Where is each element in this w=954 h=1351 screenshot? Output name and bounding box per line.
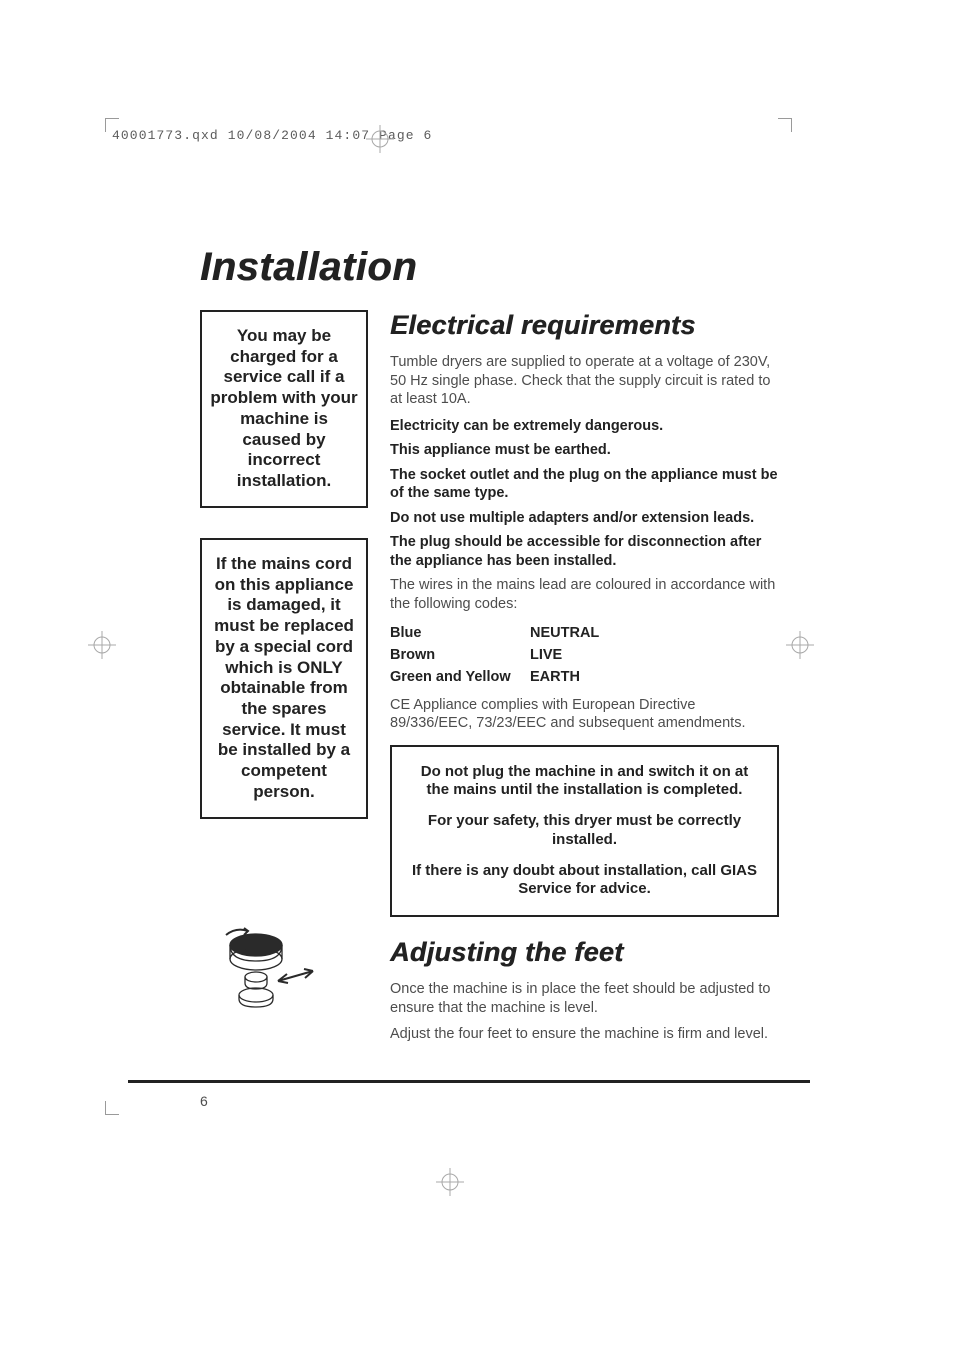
sidebar-box-mains-cord: If the mains cord on this appliance is d… xyxy=(200,538,368,819)
registration-mark-right xyxy=(786,631,814,659)
electrical-intro: Tumble dryers are supplied to operate at… xyxy=(390,353,779,409)
feet-paragraph: Adjust the four feet to ensure the machi… xyxy=(390,1025,779,1044)
page-number: 6 xyxy=(200,1093,208,1109)
table-row: Green and Yellow EARTH xyxy=(390,666,599,688)
table-row: Blue NEUTRAL xyxy=(390,622,599,644)
electrical-warning: Do not use multiple adapters and/or exte… xyxy=(390,509,779,528)
wire-color: Brown xyxy=(390,644,530,666)
table-row: Brown LIVE xyxy=(390,644,599,666)
registration-mark-bottom xyxy=(436,1168,464,1196)
safety-warning-box: Do not plug the machine in and switch it… xyxy=(390,745,779,918)
wire-label: NEUTRAL xyxy=(530,622,599,644)
two-column-layout: You may be charged for a service call if… xyxy=(200,310,779,1052)
section-heading-electrical: Electrical requirements xyxy=(390,310,779,341)
section-heading-feet: Adjusting the feet xyxy=(390,937,779,968)
electrical-warning: Electricity can be extremely dangerous. xyxy=(390,417,779,436)
warning-text: For your safety, this dryer must be corr… xyxy=(410,812,759,850)
registration-mark-left xyxy=(88,631,116,659)
page: 40001773.qxd 10/08/2004 14:07 Page 6 xyxy=(0,0,954,1351)
registration-mark-top xyxy=(366,125,394,153)
warning-text: If there is any doubt about installation… xyxy=(410,862,759,900)
feet-section: Adjusting the feet Once the machine is i… xyxy=(390,937,779,1044)
warning-text: Do not plug the machine in and switch it… xyxy=(410,763,759,801)
main-column: Electrical requirements Tumble dryers ar… xyxy=(390,310,779,1052)
wires-intro: The wires in the mains lead are coloured… xyxy=(390,576,779,613)
crop-mark-bl xyxy=(105,1101,119,1115)
sidebar-box-service-call: You may be charged for a service call if… xyxy=(200,310,368,508)
feet-adjustment-illustration xyxy=(218,923,328,1018)
page-title: Installation xyxy=(200,245,779,290)
wire-color: Blue xyxy=(390,622,530,644)
ce-compliance: CE Appliance complies with European Dire… xyxy=(390,696,779,733)
crop-mark-tr xyxy=(778,118,792,132)
sidebar-text: If the mains cord on this appliance is d… xyxy=(210,554,358,803)
wire-label: LIVE xyxy=(530,644,599,666)
feet-paragraph: Once the machine is in place the feet sh… xyxy=(390,980,779,1017)
wire-label: EARTH xyxy=(530,666,599,688)
wire-color-table: Blue NEUTRAL Brown LIVE Green and Yellow… xyxy=(390,622,599,688)
sidebar-text: You may be charged for a service call if… xyxy=(210,326,358,492)
electrical-warning: The plug should be accessible for discon… xyxy=(390,533,779,570)
electrical-warning: The socket outlet and the plug on the ap… xyxy=(390,466,779,503)
sidebar-column: You may be charged for a service call if… xyxy=(200,310,368,1052)
wire-color: Green and Yellow xyxy=(390,666,530,688)
electrical-warning: This appliance must be earthed. xyxy=(390,441,779,460)
content-area: Installation You may be charged for a se… xyxy=(200,245,779,1052)
footer-rule xyxy=(128,1080,810,1083)
